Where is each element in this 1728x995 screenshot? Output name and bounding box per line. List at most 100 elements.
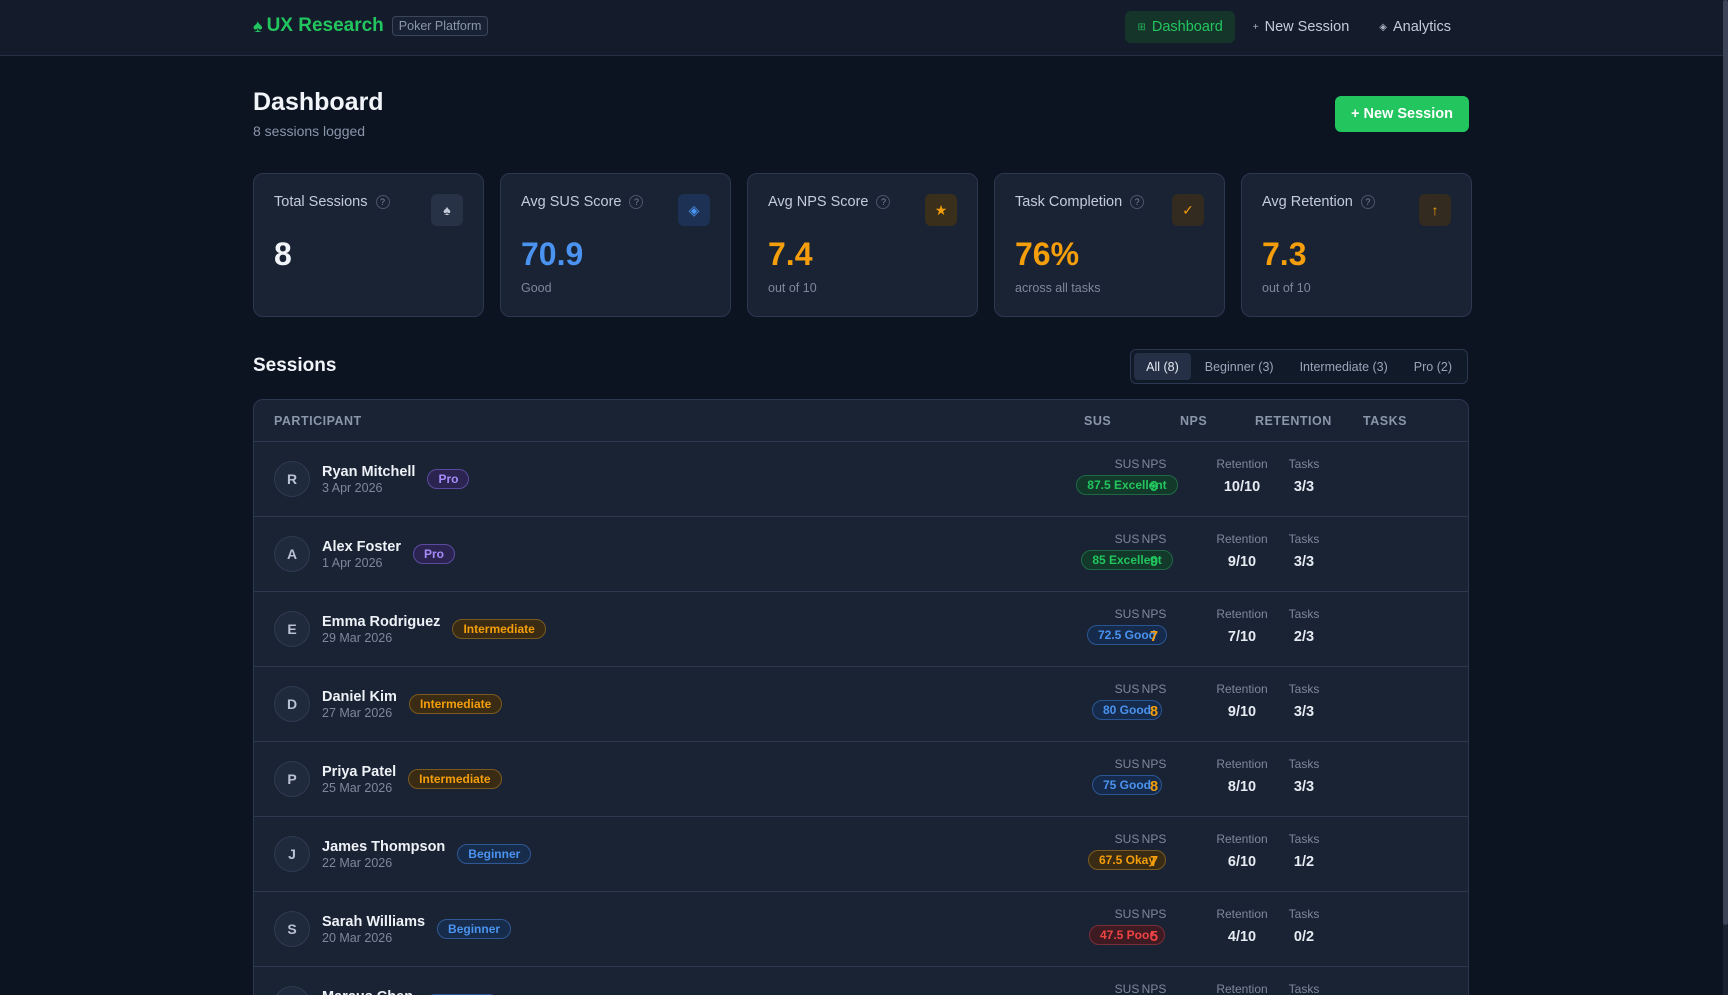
table-row[interactable]: A Alex Foster Pro 1 Apr 2026 SUS 85 Excellent… [254, 517, 1468, 592]
sus-cell: SUS 72.5 Good [1072, 607, 1182, 645]
stat-label: Task Completion? [1015, 194, 1204, 210]
tasks-cell: Tasks 3/3 [1279, 532, 1329, 570]
avatar: D [274, 686, 310, 722]
stat-note: out of 10 [1262, 281, 1311, 295]
nps-cell: NPS 9 [1134, 532, 1174, 570]
sus-label: SUS [1114, 757, 1140, 771]
level-badge: Beginner [457, 844, 532, 864]
level-badge: Pro [427, 469, 470, 489]
retention-cell: Retention 8/10 [1207, 757, 1277, 795]
help-icon[interactable]: ? [629, 195, 644, 209]
table-row[interactable]: E Emma Rodriguez Intermediate 29 Mar 2026 SU… [254, 592, 1468, 667]
nps-value: 5 [1149, 929, 1159, 945]
help-icon[interactable]: ? [1130, 195, 1145, 209]
sus-label: SUS [1114, 607, 1140, 621]
participant-name: Priya Patel Intermediate [322, 762, 502, 789]
sessions-title: Sessions [253, 355, 337, 376]
page-scrollbar[interactable] [1723, 0, 1728, 995]
table-row[interactable]: J James Thompson Beginner 22 Mar 2026 SUS 67.… [254, 817, 1468, 892]
table-row[interactable]: S Sarah Williams Beginner 20 Mar 2026 SUS 47.… [254, 892, 1468, 967]
filter-tab[interactable]: All (8) [1134, 353, 1191, 380]
retention-value: 4/10 [1227, 929, 1257, 945]
tasks-cell: Tasks 3/3 [1279, 682, 1329, 720]
nps-value: 8 [1149, 779, 1159, 795]
stat-value: 8 [274, 236, 292, 272]
retention-value: 10/10 [1223, 479, 1261, 495]
tasks-cell: Tasks [1279, 982, 1329, 995]
session-date: 29 Mar 2026 [322, 631, 393, 645]
tasks-label: Tasks [1288, 907, 1320, 921]
nps-cell: NPS 7 [1134, 607, 1174, 645]
session-date: 27 Mar 2026 [322, 706, 393, 720]
sus-cell: SUS 85 Excellent [1072, 532, 1182, 570]
table-row[interactable]: D Daniel Kim Intermediate 27 Mar 2026 SUS 80 … [254, 667, 1468, 742]
brand-logo[interactable]: ♠ UX Research [253, 15, 384, 37]
nps-label: NPS [1141, 682, 1167, 696]
sus-score-badge: 80 Good [1091, 700, 1162, 720]
sus-score-badge: 72.5 Good [1086, 625, 1167, 645]
retention-label: Retention [1216, 982, 1268, 995]
scrollbar-thumb[interactable] [1723, 0, 1728, 925]
main-nav: ⊞ Dashboard + New Session ◈ Analytics [1125, 11, 1463, 43]
stat-label-text: Total Sessions [274, 194, 368, 210]
nps-cell: NPS 9 [1134, 457, 1174, 495]
help-icon[interactable]: ? [876, 195, 891, 209]
nps-label: NPS [1141, 907, 1167, 921]
col-retention: RETENTION [1255, 414, 1332, 428]
table-row[interactable]: P Priya Patel Intermediate 25 Mar 2026 SUS 75… [254, 742, 1468, 817]
participant-name: Ryan Mitchell Pro [322, 462, 470, 489]
avatar: S [274, 911, 310, 947]
help-icon[interactable]: ? [1360, 195, 1375, 209]
nav-analytics[interactable]: ◈ Analytics [1367, 11, 1463, 43]
tasks-cell: Tasks 1/2 [1279, 832, 1329, 870]
participant-name: Marcus ChenBeginner [322, 987, 500, 995]
level-badge: Intermediate [452, 619, 546, 639]
retention-value: 8/10 [1227, 779, 1257, 795]
nav-new-session[interactable]: + New Session [1241, 11, 1361, 43]
grid-icon: ⊞ [1137, 21, 1146, 33]
filter-tab[interactable]: Intermediate (3) [1299, 359, 1388, 374]
tasks-cell: Tasks 0/2 [1279, 907, 1329, 945]
filter-tab[interactable]: Beginner (3) [1204, 359, 1274, 374]
col-nps: NPS [1180, 414, 1208, 428]
tasks-label: Tasks [1288, 757, 1320, 771]
spade-icon: ♠ [253, 15, 263, 36]
avatar: M [274, 986, 310, 995]
sus-cell: SUS 80 Good [1072, 682, 1182, 720]
nav-label: Dashboard [1151, 19, 1223, 35]
retention-cell: Retention 9/10 [1207, 532, 1277, 570]
tasks-label: Tasks [1288, 532, 1320, 546]
sus-score-badge: 87.5 Excellent [1076, 475, 1178, 495]
retention-cell: Retention 6/10 [1207, 832, 1277, 870]
nps-value: 7 [1149, 629, 1159, 645]
col-participant: PARTICIPANT [274, 414, 362, 428]
arrow-up-icon: ↑ [1419, 194, 1451, 226]
page-subtitle: 8 sessions logged [253, 123, 366, 139]
level-badge: Intermediate [408, 694, 503, 714]
nps-value: 9 [1149, 554, 1159, 570]
avatar: J [274, 836, 310, 872]
sus-label: SUS [1114, 907, 1140, 921]
stat-label: Avg Retention? [1262, 194, 1451, 210]
participant-name-text: Daniel Kim [322, 689, 397, 705]
stat-label-text: Task Completion [1015, 194, 1123, 210]
filter-tab[interactable]: Pro (2) [1413, 359, 1452, 374]
nps-label: NPS [1141, 982, 1167, 995]
participant-name: Emma Rodriguez Intermediate [322, 612, 546, 639]
table-row[interactable]: R Ryan Mitchell Pro 3 Apr 2026 SUS 87.5 Excel… [254, 442, 1468, 517]
sessions-table: PARTICIPANT SUS NPS RETENTION TASKS R Rya… [253, 399, 1469, 995]
nps-cell: NPS 8 [1134, 682, 1174, 720]
new-session-button[interactable]: + New Session [1335, 96, 1469, 132]
brand[interactable]: ♠ UX Research Poker Platform [253, 15, 489, 37]
retention-label: Retention [1216, 532, 1268, 546]
nps-value: 9 [1149, 479, 1159, 495]
stat-value: 76% [1015, 236, 1080, 272]
help-icon[interactable]: ? [375, 195, 390, 209]
nav-dashboard[interactable]: ⊞ Dashboard [1125, 11, 1235, 43]
participant-name-text: Ryan Mitchell [322, 464, 416, 480]
top-navbar: ♠ UX Research Poker Platform ⊞ Dashboard +… [0, 0, 1723, 56]
nav-label: New Session [1264, 19, 1350, 35]
check-icon: ✓ [1172, 194, 1204, 226]
stat-card-avg-nps-score: Avg NPS Score? ★ 7.4 out of 10 [747, 173, 978, 317]
